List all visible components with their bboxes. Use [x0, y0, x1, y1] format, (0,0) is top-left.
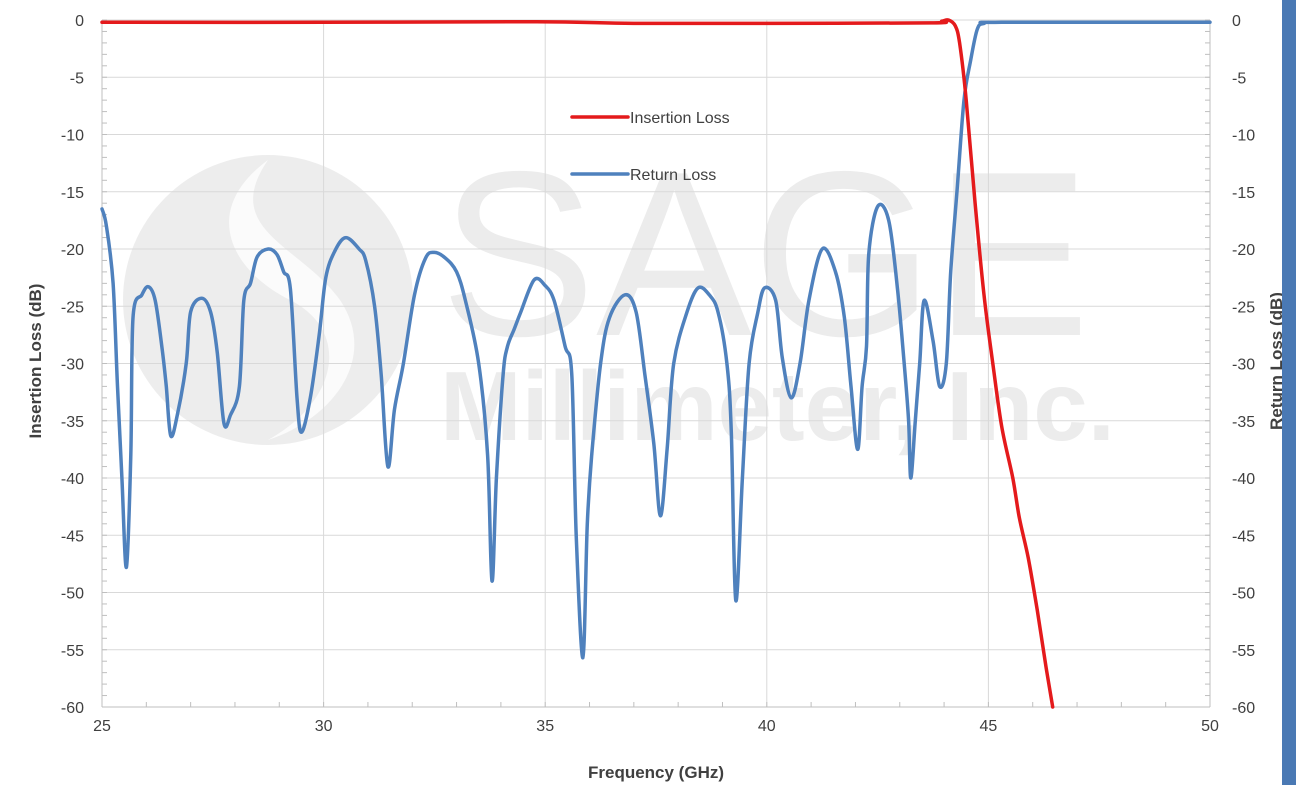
- series-line-insertion-loss: [100, 18, 1055, 709]
- y-tick-label-left: -40: [61, 471, 84, 488]
- x-axis-title: Frequency (GHz): [588, 763, 724, 782]
- company-watermark: SAGE Millimeter, Inc.: [123, 122, 1115, 461]
- y-tick-label-left: -45: [61, 528, 84, 545]
- x-tick-label: 50: [1201, 718, 1219, 735]
- y-tick-label-left: -20: [61, 242, 84, 259]
- plot-frame: [101, 19, 1211, 708]
- y-tick-label-left: -25: [61, 299, 84, 316]
- y-tick-label-left: -35: [61, 414, 84, 431]
- y-axis-title-right: Return Loss (dB): [1267, 292, 1286, 430]
- y-tick-label-right: -10: [1232, 128, 1255, 145]
- y-tick-label-right: -15: [1232, 185, 1255, 202]
- series-line-return-loss: [100, 20, 1212, 660]
- y-tick-label-right: -50: [1232, 586, 1255, 603]
- y-tick-label-right: -30: [1232, 357, 1255, 374]
- edge-accent-bar: [1282, 0, 1296, 785]
- watermark-brand: SAGE: [440, 122, 1090, 385]
- y-tick-label-right: -55: [1232, 643, 1255, 660]
- x-tick-label: 45: [980, 718, 998, 735]
- y-tick-label-right: -60: [1232, 700, 1255, 717]
- y-tick-label-left: -15: [61, 185, 84, 202]
- y-axis-title-left: Insertion Loss (dB): [26, 284, 45, 439]
- y-tick-label-left: -5: [70, 70, 84, 87]
- series-layer: [100, 18, 1212, 709]
- y-tick-label-left: -60: [61, 700, 84, 717]
- y-tick-label-right: -45: [1232, 528, 1255, 545]
- x-tick-label: 40: [758, 718, 776, 735]
- legend-label-insertion-loss: Insertion Loss: [630, 110, 730, 127]
- y-tick-label-right: -40: [1232, 471, 1255, 488]
- y-tick-label-right: -5: [1232, 70, 1246, 87]
- y-tick-label-left: -30: [61, 357, 84, 374]
- y-tick-label-right: -35: [1232, 414, 1255, 431]
- y-tick-labels-left: 0 -5 -10 -15 -20 -25 -30 -35 -40 -45 -50 -55 -60: [61, 13, 84, 717]
- y-tick-label-right: 0: [1232, 13, 1241, 30]
- y-tick-label-right: -25: [1232, 299, 1255, 316]
- y-tick-label-left: -50: [61, 586, 84, 603]
- legend-label-return-loss: Return Loss: [630, 167, 716, 184]
- y-tick-label-left: -10: [61, 128, 84, 145]
- x-tick-label: 30: [315, 718, 333, 735]
- x-tick-label: 35: [536, 718, 554, 735]
- y-tick-label-right: -20: [1232, 242, 1255, 259]
- x-tick-label: 25: [93, 718, 111, 735]
- y-tick-label-left: 0: [75, 13, 84, 30]
- watermark-company: Millimeter, Inc.: [440, 351, 1115, 461]
- chart-legend: Insertion Loss Return Loss: [570, 110, 730, 184]
- x-tick-labels: 25 30 35 40 45 50: [93, 718, 1219, 735]
- y-tick-labels-right: 0 -5 -10 -15 -20 -25 -30 -35 -40 -45 -50 -55 -60: [1232, 13, 1255, 717]
- y-tick-label-left: -55: [61, 643, 84, 660]
